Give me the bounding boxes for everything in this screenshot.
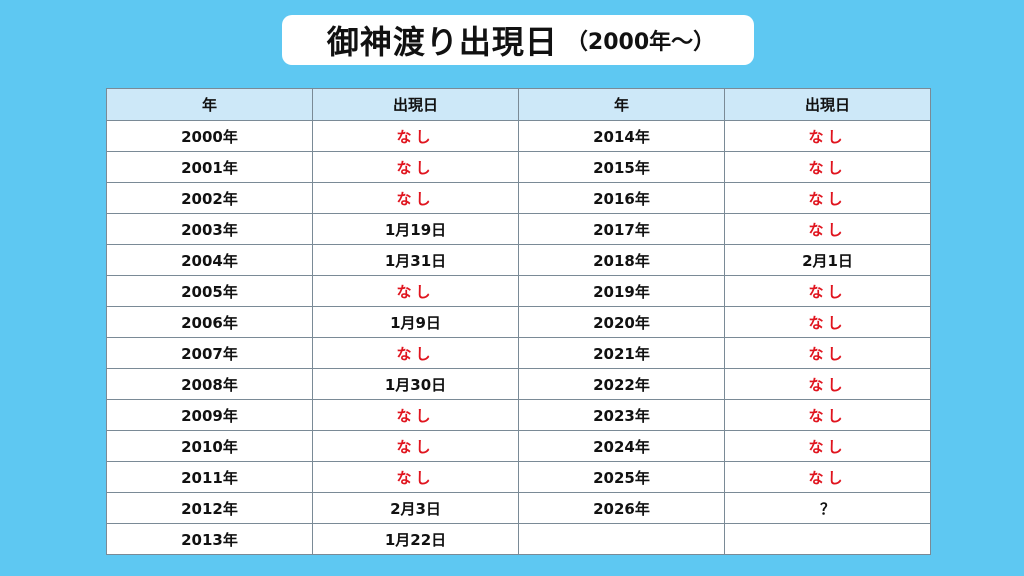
header-year-right: 年 <box>518 88 725 121</box>
table-row: 2009年 なし 2023年 なし <box>106 399 931 431</box>
date-cell: 2月1日 <box>724 244 931 276</box>
date-cell: なし <box>724 306 931 338</box>
date-cell: なし <box>724 461 931 493</box>
year-cell: 2012年 <box>106 492 313 524</box>
title-banner: 御神渡り出現日 （2000年〜） <box>282 15 754 65</box>
table-row: 2013年 1月22日 <box>106 523 931 555</box>
year-cell: 2007年 <box>106 337 313 369</box>
year-cell: 2000年 <box>106 120 313 152</box>
year-cell: 2009年 <box>106 399 313 431</box>
table-row: 2010年 なし 2024年 なし <box>106 430 931 462</box>
year-cell: 2005年 <box>106 275 313 307</box>
date-cell: なし <box>724 368 931 400</box>
year-cell: 2008年 <box>106 368 313 400</box>
page-subtitle: （2000年〜） <box>565 30 716 55</box>
year-cell: 2011年 <box>106 461 313 493</box>
year-cell: 2010年 <box>106 430 313 462</box>
year-cell: 2024年 <box>518 430 725 462</box>
year-cell: 2025年 <box>518 461 725 493</box>
date-cell: なし <box>724 275 931 307</box>
year-cell: 2021年 <box>518 337 725 369</box>
date-cell <box>724 523 931 555</box>
year-cell: 2018年 <box>518 244 725 276</box>
year-cell: 2023年 <box>518 399 725 431</box>
date-cell: 1月9日 <box>312 306 519 338</box>
table-row: 2003年 1月19日 2017年 なし <box>106 213 931 245</box>
date-cell: 1月30日 <box>312 368 519 400</box>
year-cell: 2019年 <box>518 275 725 307</box>
header-date-right: 出現日 <box>724 88 931 121</box>
year-cell: 2014年 <box>518 120 725 152</box>
year-cell: 2003年 <box>106 213 313 245</box>
year-cell: 2013年 <box>106 523 313 555</box>
table-row: 2012年 2月3日 2026年？ <box>106 492 931 524</box>
year-cell: 2017年 <box>518 213 725 245</box>
date-cell: 1月22日 <box>312 523 519 555</box>
table-row: 2002年 なし 2016年 なし <box>106 182 931 214</box>
date-cell: なし <box>312 275 519 307</box>
appearance-table: 年 出現日 年 出現日 2000年 なし 2014年 なし 2001年 なし 2015年 なし… <box>106 88 931 555</box>
date-cell: なし <box>724 182 931 214</box>
year-cell: 2016年 <box>518 182 725 214</box>
header-year-left: 年 <box>106 88 313 121</box>
year-cell <box>518 523 725 555</box>
table-header-row: 年 出現日 年 出現日 <box>106 88 931 121</box>
date-cell: なし <box>724 120 931 152</box>
year-cell: 2022年 <box>518 368 725 400</box>
date-cell: なし <box>312 399 519 431</box>
date-cell: 1月19日 <box>312 213 519 245</box>
date-cell: なし <box>312 337 519 369</box>
table-row: 2008年 1月30日 2022年 なし <box>106 368 931 400</box>
year-cell: 2002年 <box>106 182 313 214</box>
year-cell: 2006年 <box>106 306 313 338</box>
table-row: 2000年 なし 2014年 なし <box>106 120 931 152</box>
header-date-left: 出現日 <box>312 88 519 121</box>
table-row: 2006年 1月9日 2020年 なし <box>106 306 931 338</box>
date-cell: なし <box>724 151 931 183</box>
year-cell: 2004年 <box>106 244 313 276</box>
date-cell: なし <box>312 120 519 152</box>
page-title: 御神渡り出現日 <box>326 23 558 61</box>
date-cell: なし <box>724 213 931 245</box>
date-cell: なし <box>724 399 931 431</box>
table-row: 2005年 なし 2019年 なし <box>106 275 931 307</box>
table-row: 2004年 1月31日 2018年 2月1日 <box>106 244 931 276</box>
table-row: 2001年 なし 2015年 なし <box>106 151 931 183</box>
year-cell: 2026年 <box>518 492 725 524</box>
table-row: 2007年 なし 2021年 なし <box>106 337 931 369</box>
date-cell: なし <box>312 461 519 493</box>
year-cell: 2001年 <box>106 151 313 183</box>
year-cell: 2015年 <box>518 151 725 183</box>
date-cell: 2月3日 <box>312 492 519 524</box>
year-cell: 2020年 <box>518 306 725 338</box>
date-cell: 1月31日 <box>312 244 519 276</box>
date-cell: なし <box>312 182 519 214</box>
table-row: 2011年 なし 2025年 なし <box>106 461 931 493</box>
date-cell: なし <box>312 151 519 183</box>
date-cell: ？ <box>724 492 931 524</box>
date-cell: なし <box>724 430 931 462</box>
date-cell: なし <box>724 337 931 369</box>
date-cell: なし <box>312 430 519 462</box>
